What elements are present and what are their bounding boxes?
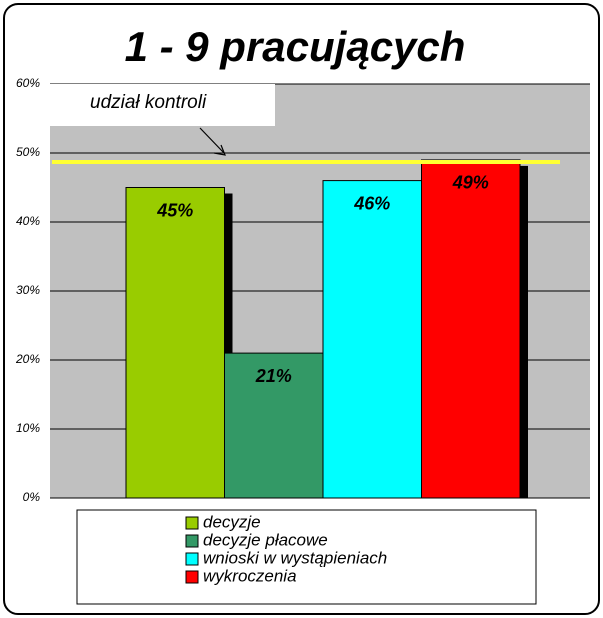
legend-swatch: [185, 516, 199, 530]
chart-title: 1 - 9 pracujących: [125, 23, 466, 70]
bar: [322, 180, 422, 499]
y-tick-label: 20%: [15, 352, 40, 366]
bars: 45% 21% 46% 49%: [125, 159, 528, 499]
legend-swatch: [185, 570, 199, 584]
annotation-text: udział kontroli: [90, 92, 207, 113]
data-label: 45%: [156, 200, 193, 220]
legend-label: decyzje płacowe: [203, 530, 328, 549]
y-tick-label: 10%: [16, 421, 40, 435]
legend-label: decyzje: [203, 512, 261, 531]
y-tick-label: 30%: [16, 283, 40, 297]
y-tick-label: 60%: [16, 76, 40, 90]
annotation-arrow: [199, 127, 225, 154]
legend-label: wnioski w wystąpieniach: [203, 548, 387, 567]
data-label: 21%: [255, 366, 292, 386]
annotation-box: [50, 84, 275, 126]
y-tick-label: 50%: [16, 145, 40, 159]
y-tick-label: 0%: [23, 490, 41, 504]
y-tick-label: 40%: [16, 214, 40, 228]
legend-label: wykroczenia: [203, 566, 297, 585]
data-label: 46%: [353, 193, 390, 213]
legend-swatch: [185, 534, 199, 548]
arrow-head: [213, 144, 226, 156]
bar: [125, 187, 225, 499]
bar: [224, 352, 324, 499]
legend-swatch: [185, 552, 199, 566]
data-label: 49%: [452, 173, 489, 193]
bar: [421, 159, 521, 499]
legend-box: [76, 509, 537, 605]
